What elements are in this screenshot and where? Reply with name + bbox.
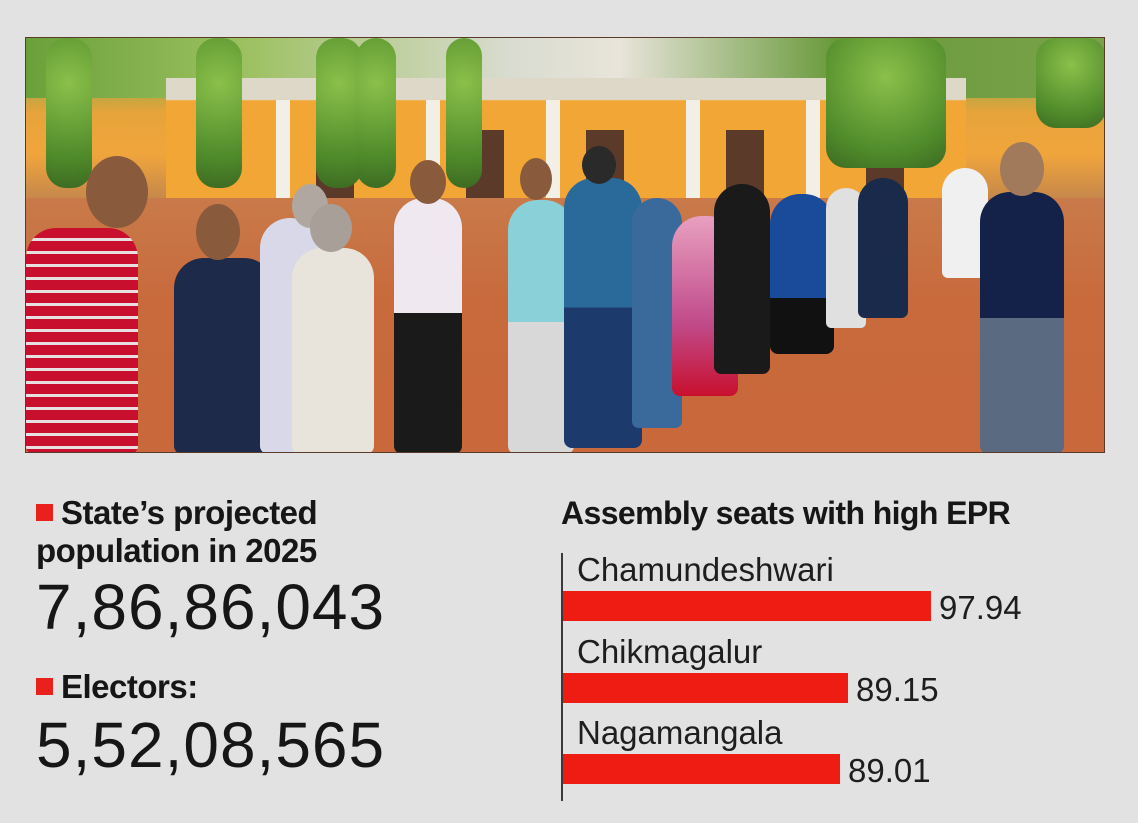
chart-bar-value: 89.15: [856, 671, 939, 708]
chart-bar-value: 89.01: [848, 752, 931, 789]
chart-bar-label: Chamundeshwari: [577, 551, 834, 588]
stat-population-heading-line2: population in 2025: [36, 532, 317, 569]
chart-bar-label: Chikmagalur: [577, 633, 763, 670]
stat-electors-value: 5,52,08,565: [36, 709, 386, 781]
news-photo-polling-queue: [25, 37, 1105, 453]
chart-bar-row: Chikmagalur 89.15: [563, 633, 1103, 715]
stat-population-value: 7,86,86,043: [36, 571, 386, 643]
stat-population-heading-line1: State’s projected: [61, 494, 318, 531]
chart-axis-line: [561, 553, 563, 801]
stat-electors: Electors: 5,52,08,565: [36, 668, 385, 780]
red-square-bullet-icon: [36, 678, 53, 695]
stat-population-heading: State’s projected population in 2025: [36, 494, 385, 570]
chart-bar: [563, 673, 848, 703]
stat-electors-heading-text: Electors:: [61, 668, 198, 705]
chart-bar: [563, 591, 931, 621]
chart-bar-label: Nagamangala: [577, 714, 783, 751]
chart-bar-row: Chamundeshwari 97.94: [563, 551, 1103, 633]
stat-electors-heading: Electors:: [36, 668, 385, 706]
epr-bar-chart: Assembly seats with high EPR Chamundeshw…: [561, 494, 1121, 814]
stat-projected-population: State’s projected population in 2025 7,8…: [36, 494, 385, 642]
chart-title: Assembly seats with high EPR: [561, 495, 1011, 531]
chart-bar-row: Nagamangala 89.01: [563, 714, 1103, 796]
red-square-bullet-icon: [36, 504, 53, 521]
chart-bar-value: 97.94: [939, 589, 1022, 626]
chart-bar: [563, 754, 840, 784]
